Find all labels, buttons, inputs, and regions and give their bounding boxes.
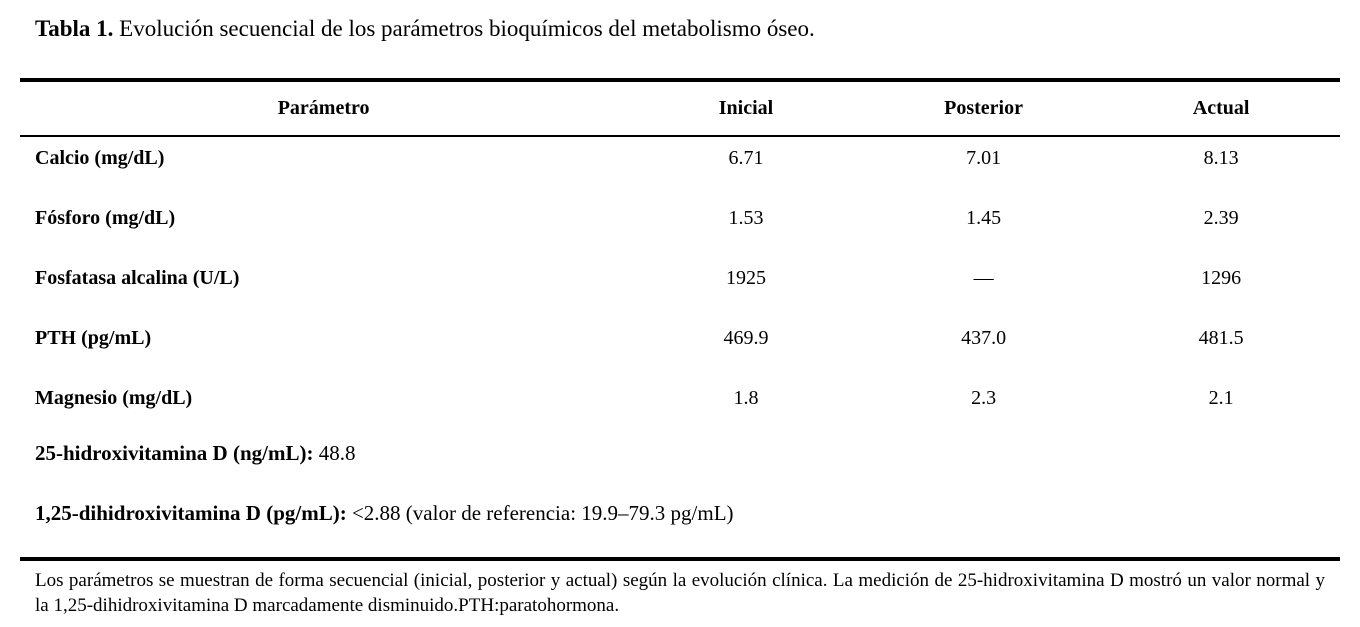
row-label: PTH (pg/mL) bbox=[35, 327, 152, 349]
cell-actual: 8.13 bbox=[1203, 147, 1239, 169]
cell-posterior: 2.3 bbox=[971, 387, 997, 409]
cell-posterior: 7.01 bbox=[966, 147, 1002, 169]
table-footnote: Los parámetros se muestran de forma secu… bbox=[35, 570, 1325, 616]
table-title: Tabla 1. Evolución secuencial de los par… bbox=[0, 0, 1360, 43]
parameters-table: Parámetro Inicial Posterior Actual Calci… bbox=[20, 78, 1340, 561]
table-row-fosfatasa-alcalina: Fosfatasa alcalina (U/L) 1925 — 1296 bbox=[20, 257, 1340, 317]
cell-actual: 2.1 bbox=[1208, 387, 1234, 409]
table-row-magnesio: Magnesio (mg/dL) 1.8 2.3 2.1 bbox=[20, 377, 1340, 437]
row-label: Fosfatasa alcalina (U/L) bbox=[35, 267, 240, 289]
cell-inicial: 1.8 bbox=[733, 387, 759, 409]
table-row-fosforo: Fósforo (mg/dL) 1.53 1.45 2.39 bbox=[20, 197, 1340, 257]
cell-actual: 481.5 bbox=[1198, 327, 1244, 349]
vitamin-d-25-label: 25-hidroxivitamina D (ng/mL): bbox=[35, 441, 314, 465]
vitamin-d-25-value: 48.8 bbox=[318, 441, 356, 465]
vitamin-d-125-line: 1,25-dihidroxivitamina D (pg/mL): <2.88 … bbox=[20, 497, 1340, 557]
vitamin-d-125-value: <2.88 (valor de referencia: 19.9–79.3 pg… bbox=[351, 501, 734, 525]
table-title-text: Evolución secuencial de los parámetros b… bbox=[119, 16, 815, 41]
vitamin-d-25-line: 25-hidroxivitamina D (ng/mL): 48.8 bbox=[20, 437, 1340, 497]
cell-posterior: 1.45 bbox=[966, 207, 1002, 229]
row-label: Calcio (mg/dL) bbox=[35, 147, 165, 169]
cell-posterior: — bbox=[973, 267, 994, 289]
column-header-posterior: Posterior bbox=[944, 97, 1023, 119]
cell-inicial: 1.53 bbox=[728, 207, 764, 229]
row-label: Fósforo (mg/dL) bbox=[35, 207, 176, 229]
cell-inicial: 469.9 bbox=[723, 327, 769, 349]
table-header-row: Parámetro Inicial Posterior Actual bbox=[20, 82, 1340, 135]
cell-inicial: 1925 bbox=[725, 267, 766, 289]
table-row-pth: PTH (pg/mL) 469.9 437.0 481.5 bbox=[20, 317, 1340, 377]
row-label: Magnesio (mg/dL) bbox=[35, 387, 193, 409]
table-top-rule bbox=[20, 78, 1340, 82]
cell-actual: 2.39 bbox=[1203, 207, 1239, 229]
cell-posterior: 437.0 bbox=[961, 327, 1007, 349]
cell-inicial: 6.71 bbox=[728, 147, 764, 169]
column-header-parametro: Parámetro bbox=[277, 97, 370, 119]
table-title-label: Tabla 1. bbox=[35, 16, 114, 41]
vitamin-d-125-label: 1,25-dihidroxivitamina D (pg/mL): bbox=[35, 501, 347, 525]
cell-actual: 1296 bbox=[1201, 267, 1242, 289]
header-divider-rule bbox=[20, 135, 1340, 137]
column-header-actual: Actual bbox=[1192, 97, 1250, 119]
column-header-inicial: Inicial bbox=[718, 97, 774, 119]
table-bottom-rule bbox=[20, 557, 1340, 561]
table-row-calcio: Calcio (mg/dL) 6.71 7.01 8.13 bbox=[20, 137, 1340, 197]
